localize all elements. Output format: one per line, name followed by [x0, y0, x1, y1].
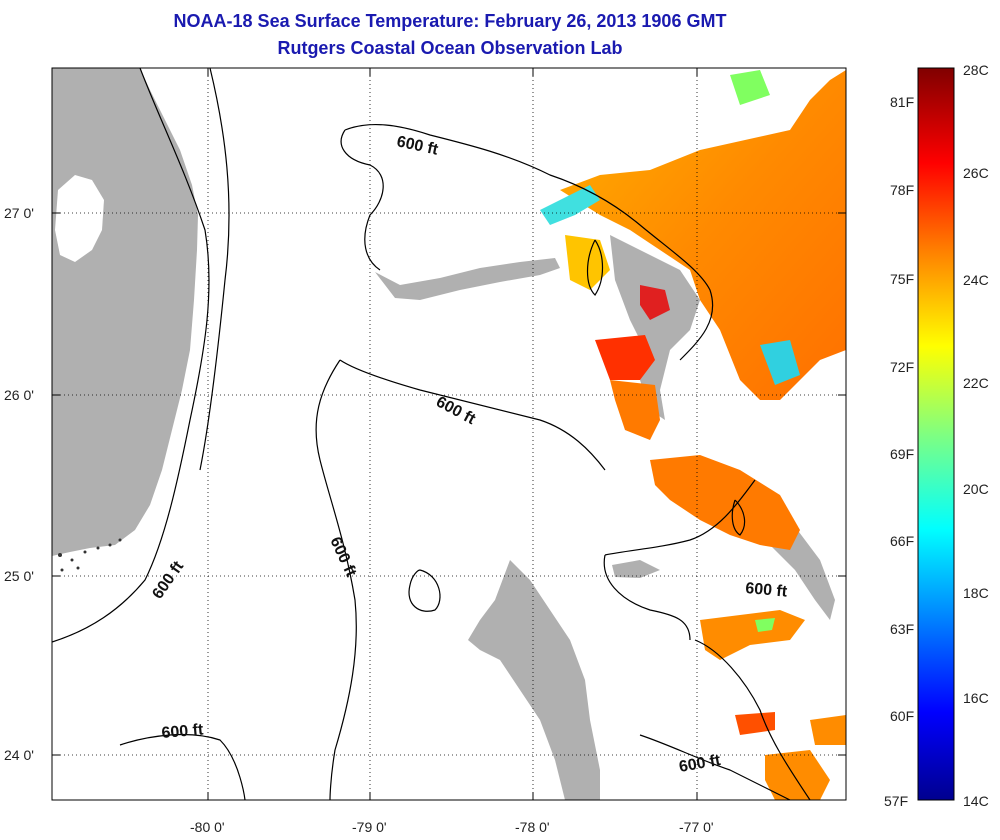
depth-contours	[52, 68, 811, 800]
colorbar-c-label: 14C	[963, 793, 989, 809]
sst-data-layer	[540, 70, 846, 800]
lon-label: -79 0'	[352, 819, 387, 835]
florida-keys	[58, 538, 122, 572]
colorbar-f-label: 75F	[890, 271, 914, 287]
colorbar-f-label: 69F	[890, 446, 914, 462]
colorbar-c-label: 22C	[963, 375, 989, 391]
colorbar-c-label: 24C	[963, 272, 989, 288]
colorbar-f-label: 63F	[890, 621, 914, 637]
map-title: NOAA-18 Sea Surface Temperature: Februar…	[173, 11, 727, 31]
contour-label-6: 600 ft	[161, 721, 205, 742]
colorbar-c-label: 28C	[963, 62, 989, 78]
new-providence-land	[612, 560, 660, 578]
colorbar-f-labels: 81F 78F 75F 72F 69F 66F 63F 60F 57F	[884, 94, 914, 809]
colorbar-f-label: 60F	[890, 708, 914, 724]
colorbar-f-label: 78F	[890, 182, 914, 198]
colorbar-f-label: 81F	[890, 94, 914, 110]
abaco-land	[610, 235, 700, 420]
graticule	[52, 68, 846, 800]
map-frame	[51, 67, 847, 801]
colorbar-c-label: 26C	[963, 165, 989, 181]
colorbar-f-label: 72F	[890, 359, 914, 375]
colorbar-c-labels: 28C 26C 24C 22C 20C 18C 16C 14C	[963, 62, 989, 809]
colorbar-f-label: 66F	[890, 533, 914, 549]
lon-label: -80 0'	[190, 819, 225, 835]
colorbar-c-label: 16C	[963, 690, 989, 706]
map-subtitle: Rutgers Coastal Ocean Observation Lab	[277, 38, 623, 58]
colorbar-c-label: 20C	[963, 481, 989, 497]
lake-okeechobee	[55, 175, 104, 262]
lon-label: -78 0'	[515, 819, 550, 835]
andros-land	[468, 560, 600, 800]
colorbar-c-label: 18C	[963, 585, 989, 601]
lat-label: 24 0'	[4, 747, 34, 763]
lat-label: 27 0'	[4, 205, 34, 221]
lon-label: -77 0'	[679, 819, 714, 835]
contour-label-5: 600 ft	[745, 580, 789, 601]
colorbar-f-label: 57F	[884, 793, 908, 809]
grand-bahama-land	[375, 258, 560, 300]
colorbar	[917, 67, 955, 801]
lat-label: 26 0'	[4, 387, 34, 403]
axis-ticks	[52, 68, 846, 800]
lat-label: 25 0'	[4, 568, 34, 584]
